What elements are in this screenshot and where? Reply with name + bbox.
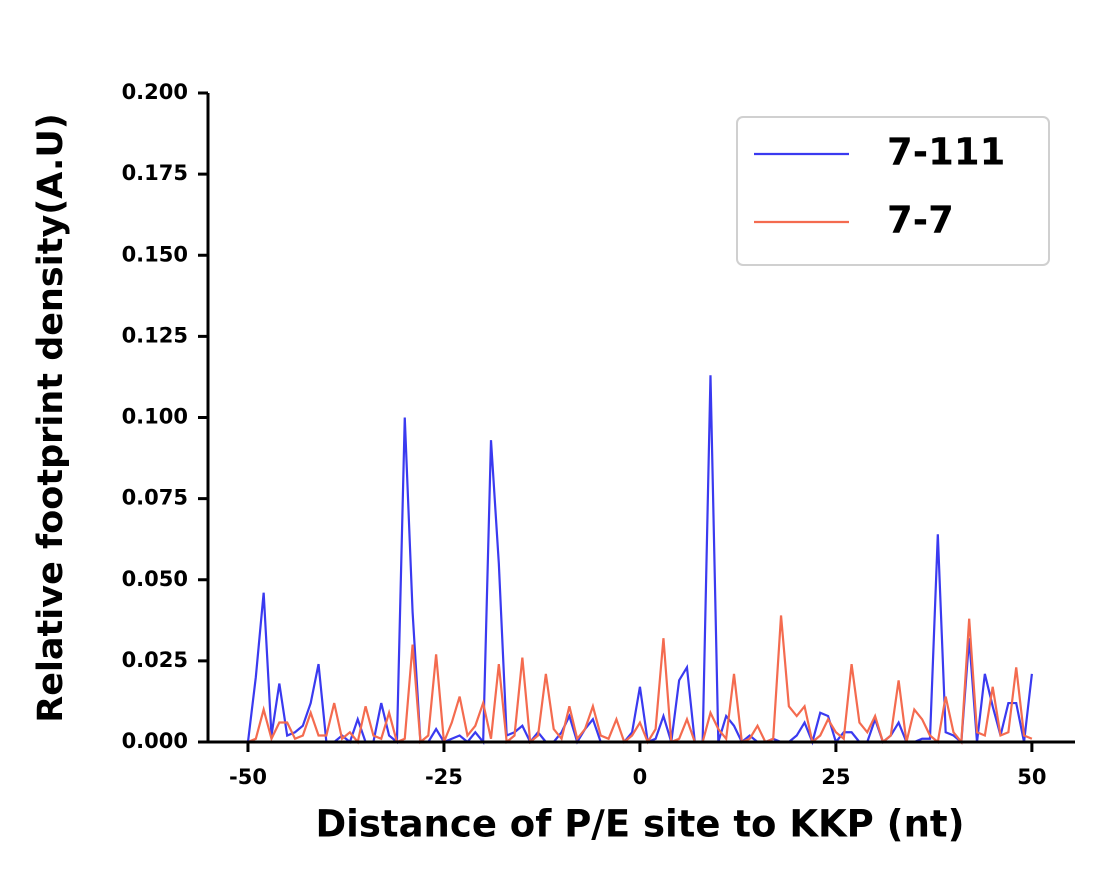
x-tick-label: 0 — [633, 765, 648, 789]
legend-label: 7-7 — [887, 199, 954, 242]
y-tick-label: 0.100 — [122, 405, 188, 429]
y-tick-label: 0.200 — [122, 80, 188, 104]
data-line — [246, 375, 1033, 746]
y-tick-label: 0.150 — [122, 242, 188, 266]
y-tick-label: 0.000 — [122, 729, 188, 753]
y-tick-label: 0.175 — [122, 161, 188, 185]
data-line — [247, 615, 1033, 745]
x-tick-label: -25 — [425, 765, 463, 789]
x-tick-label: 25 — [821, 765, 850, 789]
legend: 7-111 7-7 — [736, 116, 1050, 266]
y-axis-label: Relative footprint density(A.U) — [31, 113, 71, 723]
y-tick-label: 0.025 — [122, 648, 188, 672]
legend-label: 7-111 — [887, 131, 1005, 174]
x-tick-label: 50 — [1017, 765, 1046, 789]
y-tick-label: 0.075 — [122, 486, 188, 510]
y-tick-label: 0.125 — [122, 323, 188, 347]
x-axis-label: Distance of P/E site to KKP (nt) — [315, 803, 964, 846]
x-tick-label: -50 — [229, 765, 267, 789]
y-tick-label: 0.050 — [122, 567, 188, 591]
